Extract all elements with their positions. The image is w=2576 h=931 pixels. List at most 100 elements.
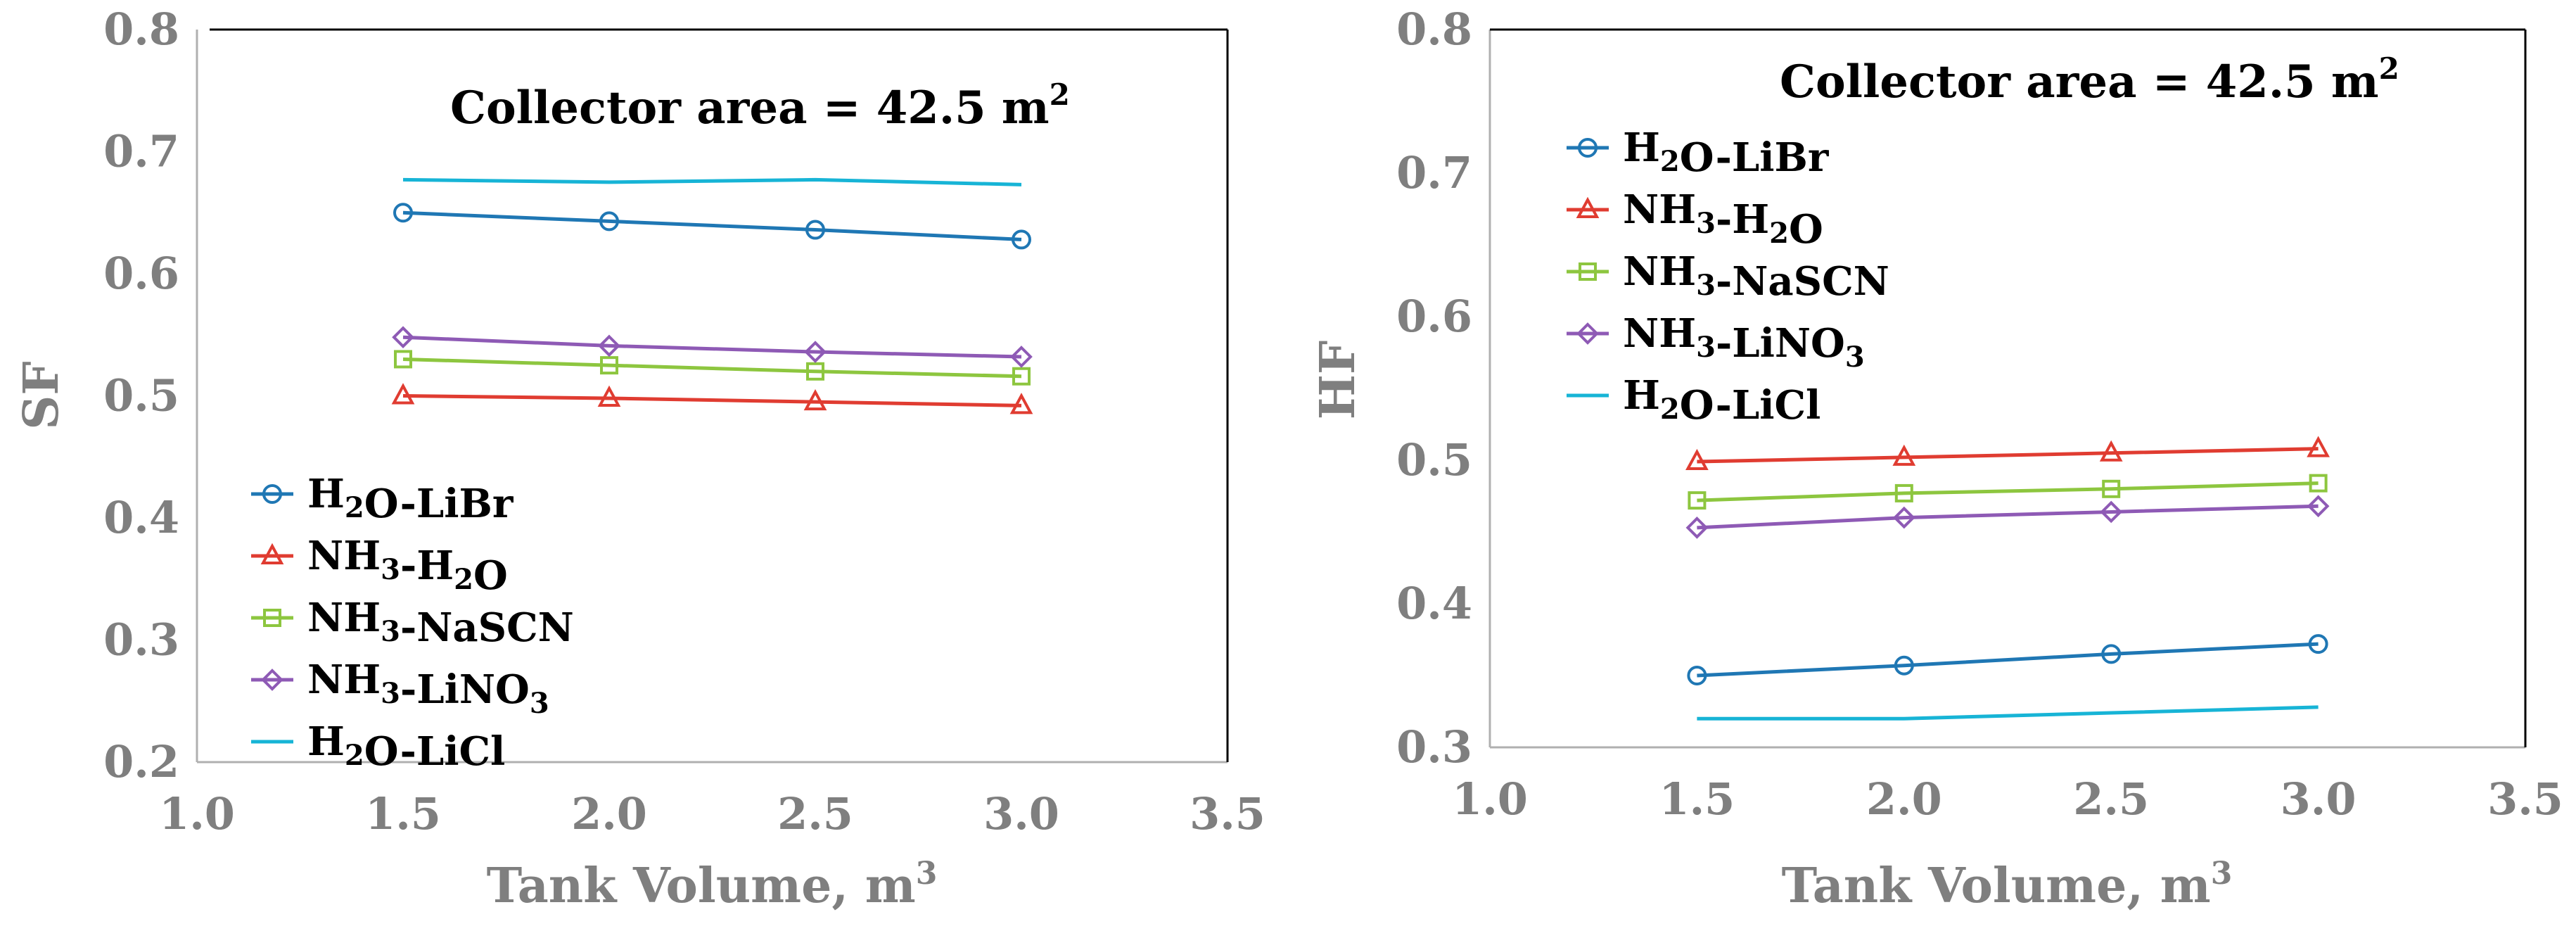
data-point: [1894, 483, 1913, 502]
data-point: [1012, 229, 1031, 250]
series-line: [402, 210, 1022, 241]
data-point: [2308, 634, 2328, 654]
legend-entry: H2O-LiCl: [251, 718, 505, 775]
y-tick-label: 0.5: [1396, 434, 1472, 486]
series-NH3-NaSCN: [394, 350, 1031, 386]
legend-entry: NH3-LiNO3: [1567, 310, 1865, 374]
series-NH3-LiNO3: [392, 326, 1033, 368]
legend-swatch-marker: [262, 484, 282, 504]
data-point: [2307, 495, 2330, 518]
x-axis-title: Tank Volume, m3: [487, 856, 938, 914]
legend-swatch-marker: [261, 669, 283, 691]
legend-entry: NH3-NaSCN: [251, 595, 574, 651]
x-axis-title-sup: 3: [2211, 856, 2233, 892]
data-point: [1688, 491, 1707, 510]
y-axis-title: HF: [1310, 341, 1366, 420]
x-tick-label: 1.5: [1659, 773, 1735, 825]
annotation-text: Collector area = 42.5 m: [450, 82, 1050, 134]
legend-swatch-marker: [260, 543, 284, 564]
x-tick-label: 3.5: [2487, 773, 2563, 825]
data-point: [2100, 500, 2123, 524]
series-line: [1697, 642, 2319, 678]
data-point: [805, 220, 825, 240]
legend-swatch-marker: [263, 609, 281, 627]
y-tick-label: 0.7: [103, 126, 179, 177]
legend-label: NH3-H2O: [1623, 186, 1823, 253]
y-tick-label: 0.4: [103, 492, 179, 543]
data-point: [391, 383, 415, 405]
data-point: [1009, 393, 1033, 414]
data-point: [803, 388, 827, 411]
sf-chart: 0.2 0.3 0.4 0.5 0.6 0.7 0.8 1.0 1.5 2.0 2.5 3.0 3.5 T…: [13, 4, 1265, 914]
y-tick-label: 0.2: [103, 736, 179, 787]
y-tick-label: 0.3: [1396, 721, 1472, 773]
legend-entry: NH3-H2O: [251, 533, 508, 599]
x-axis-title-sup: 3: [916, 856, 938, 892]
series-line: [402, 335, 1022, 359]
series-H2O-LiBr: [393, 203, 1031, 250]
data-point: [1894, 655, 1914, 676]
series-NH3-LiNO3: [1685, 495, 2330, 539]
x-tick-label: 1.5: [365, 788, 441, 840]
data-point: [393, 203, 413, 223]
y-tick-label: 0.6: [1396, 291, 1472, 342]
x-tick-label: 3.0: [2281, 773, 2357, 825]
data-point: [804, 341, 827, 363]
y-axis-title: SF: [13, 361, 70, 429]
data-point: [2099, 440, 2123, 462]
data-point: [2101, 644, 2122, 664]
legend-swatch-marker: [1576, 196, 1600, 218]
series-line: [1697, 481, 2319, 502]
legend-swatch-marker: [1576, 322, 1599, 345]
legend-label: H2O-LiBr: [1623, 125, 1830, 181]
legend-entry: H2O-LiCl: [1567, 372, 1821, 429]
data-point: [597, 385, 621, 407]
legend-label: H2O-LiCl: [1623, 372, 1821, 429]
data-point: [392, 326, 414, 349]
data-point: [806, 362, 824, 381]
series-line: [1697, 504, 2319, 530]
legend-entry: H2O-LiBr: [251, 471, 514, 527]
y-tick-label: 0.8: [1396, 4, 1472, 55]
x-tick-label: 2.5: [777, 788, 853, 840]
annotation-text: Collector area = 42.5 m: [1780, 56, 2379, 108]
legend-swatch-marker: [1578, 138, 1598, 158]
data-point: [600, 356, 618, 375]
annotation-sup: 2: [1050, 77, 1070, 112]
legend-entry: NH3-LiNO3: [251, 657, 549, 720]
x-tick-label: 3.0: [983, 788, 1059, 840]
x-tick-label: 2.0: [571, 788, 647, 840]
y-tick-label: 0.6: [103, 248, 179, 299]
data-point: [1012, 367, 1031, 386]
collector-area-annotation: Collector area = 42.5 m2: [1780, 51, 2399, 108]
y-tick-label: 0.4: [1396, 578, 1472, 629]
x-axis-title-text: Tank Volume, m: [487, 858, 916, 914]
data-point: [1685, 517, 1709, 539]
data-point: [599, 211, 619, 232]
legend-label: NH3-LiNO3: [307, 657, 549, 720]
series-NH3-NaSCN: [1688, 474, 2328, 510]
series-NH3-H2O: [391, 383, 1033, 414]
data-point: [2309, 474, 2328, 493]
y-tick-label: 0.5: [103, 370, 179, 422]
legend-label: H2O-LiBr: [307, 471, 514, 527]
series-NH3-H2O: [1685, 436, 2330, 471]
series-line: [1697, 447, 2319, 464]
series-H2O-LiBr: [1687, 634, 2328, 685]
annotation-sup: 2: [2379, 51, 2399, 86]
data-point: [598, 334, 620, 357]
x-axis-title-text: Tank Volume, m: [1782, 858, 2211, 914]
data-point: [1010, 346, 1033, 368]
data-point: [1685, 448, 1709, 471]
data-point: [394, 350, 412, 369]
legend-entry: NH3-H2O: [1567, 186, 1823, 253]
x-axis-title: Tank Volume, m3: [1782, 856, 2233, 914]
y-tick-label: 0.7: [1396, 147, 1472, 198]
legend-entry: NH3-NaSCN: [1567, 248, 1889, 305]
series-line: [402, 357, 1022, 379]
x-tick-label: 2.0: [1866, 773, 1942, 825]
legend-label: H2O-LiCl: [307, 718, 505, 775]
data-point: [1892, 444, 1916, 466]
legend-label: NH3-H2O: [307, 533, 508, 599]
